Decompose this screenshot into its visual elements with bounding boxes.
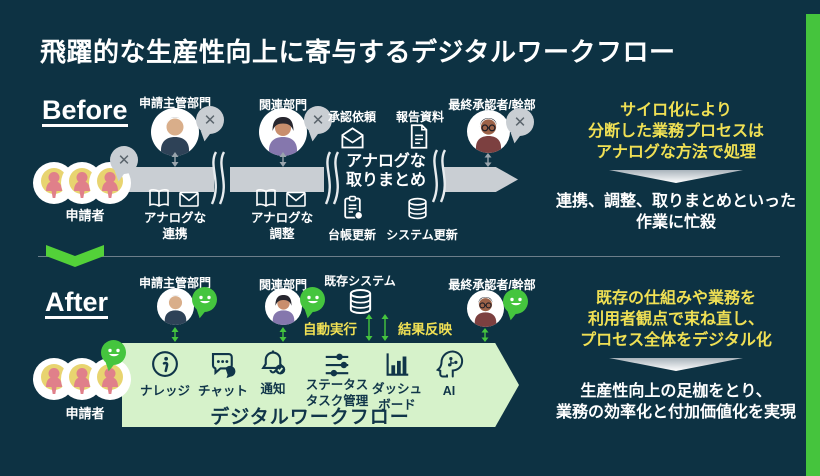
- ok-speech-bubble: [300, 287, 325, 312]
- database-icon: [408, 197, 427, 220]
- mail-icon: [286, 191, 306, 207]
- workflow-item-label: ダッシュ ボード: [371, 382, 422, 412]
- right-accent-strip: [806, 14, 820, 476]
- after-callout-effect: 生産性向上の足枷をとり、 業務の効率化と付加価値化を実現: [555, 383, 796, 422]
- workflow-item-label: ナレッジ: [139, 384, 190, 398]
- status-task-sliders-icon: [325, 353, 349, 377]
- dashboard-chart-icon: [386, 353, 409, 376]
- workflow-banner: デジタルワークフロー: [210, 407, 410, 428]
- notification-bell-icon: [261, 350, 286, 375]
- two-way-arrow-green-icon: [365, 314, 373, 341]
- digital-workflow-arrow: [122, 343, 519, 427]
- before-label: Before: [42, 96, 128, 128]
- hub-label: 報告資料: [395, 110, 444, 124]
- divider-green-chevron-icon: [46, 245, 104, 267]
- before-callout-cause: サイロ化により 分断した業務プロセスは アナログな方法で処理: [587, 102, 764, 162]
- applicant-person-icon: [41, 168, 67, 198]
- applicants-label: 申請者: [65, 208, 105, 223]
- down-chevron-icon: [609, 170, 743, 183]
- related-dept-avatar: [259, 108, 307, 156]
- x-icon: ✕: [117, 152, 131, 169]
- two-way-arrow-icon: [484, 153, 492, 167]
- book-icon: [149, 189, 169, 208]
- break-wavy-icon: [431, 149, 447, 203]
- two-way-arrow-icon: [171, 152, 179, 167]
- applicants-label: 申請者: [65, 406, 105, 421]
- two-way-arrow-green-icon: [481, 328, 489, 342]
- mail-icon: [179, 191, 199, 207]
- woman-icon: [269, 117, 297, 156]
- ledger-clipboard-icon: [344, 195, 364, 220]
- document-icon: [410, 124, 428, 149]
- manager-avatar: [157, 288, 194, 325]
- after-callout-cause: 既存の仕組みや業務を 利用者観点で束ね直し、 プロセス全体をデジタル化: [580, 290, 772, 350]
- workflow-item-label: 通知: [260, 382, 286, 396]
- down-chevron-icon: [609, 358, 743, 371]
- break-wavy-icon: [324, 151, 340, 205]
- stage-label: 関連部門: [258, 98, 307, 112]
- two-way-arrow-green-icon: [279, 327, 287, 342]
- page-title: 飛躍的な生産性向上に寄与するデジタルワークフロー: [40, 37, 676, 67]
- connector-label: アナログな 調整: [250, 211, 314, 241]
- executive-icon: [475, 118, 502, 153]
- database-icon: [349, 289, 372, 314]
- x-icon: ✕: [513, 114, 527, 131]
- x-icon: ✕: [203, 112, 217, 129]
- hub-label: 承認依頼: [327, 110, 376, 124]
- related-dept-avatar: [265, 288, 302, 325]
- ok-speech-bubble: [503, 289, 528, 314]
- two-way-arrow-icon: [279, 152, 287, 167]
- manager-avatar: [151, 108, 199, 156]
- chat-icon: [211, 352, 236, 379]
- smile-icon: [107, 348, 120, 356]
- knowledge-info-icon: [152, 351, 178, 377]
- hub-label: システム更新: [386, 228, 458, 242]
- stage-label: 既存システム: [324, 274, 396, 288]
- ok-speech-bubble: [192, 287, 217, 312]
- sync-label: 自動実行: [303, 322, 357, 337]
- flow-bar-segment: [230, 167, 324, 192]
- after-label: After: [45, 288, 109, 320]
- stage-label: 申請主管部門: [138, 276, 211, 290]
- ng-speech-bubble: ✕: [110, 146, 138, 174]
- approver-avatar: [467, 290, 504, 327]
- book-icon: [256, 189, 276, 208]
- applicant-avatar: [89, 358, 131, 400]
- open-mail-icon: [341, 127, 364, 149]
- stage-label: 申請主管部門: [138, 96, 211, 110]
- ng-speech-bubble: ✕: [196, 106, 224, 134]
- flow-bar-arrow-segment: [444, 167, 518, 192]
- ng-speech-bubble: ✕: [506, 108, 534, 136]
- workflow-item-label: ステータス タスク管理: [305, 378, 369, 408]
- break-wavy-icon: [210, 151, 226, 205]
- ai-head-icon: [435, 350, 464, 378]
- ok-speech-bubble: [101, 340, 126, 365]
- ng-speech-bubble: ✕: [304, 106, 332, 134]
- flow-bar-segment: [128, 167, 214, 192]
- connector-label: アナログな 連携: [143, 211, 207, 241]
- workflow-item-label: AI: [442, 384, 456, 398]
- before-callout-effect: 連携、調整、取りまとめといった 作業に忙殺: [555, 193, 796, 232]
- approver-avatar: [467, 110, 510, 153]
- sync-label: 結果反映: [398, 322, 452, 337]
- hub-center-text: アナログな 取りまとめ: [345, 153, 426, 190]
- elder-man-icon: [161, 117, 189, 156]
- two-way-arrow-green-icon: [381, 314, 389, 341]
- section-divider: [38, 256, 780, 257]
- workflow-item-label: チャット: [198, 384, 248, 398]
- stage-label: 関連部門: [258, 278, 307, 292]
- hub-label: 台帳更新: [327, 228, 376, 242]
- two-way-arrow-green-icon: [171, 327, 179, 342]
- x-icon: ✕: [311, 112, 325, 129]
